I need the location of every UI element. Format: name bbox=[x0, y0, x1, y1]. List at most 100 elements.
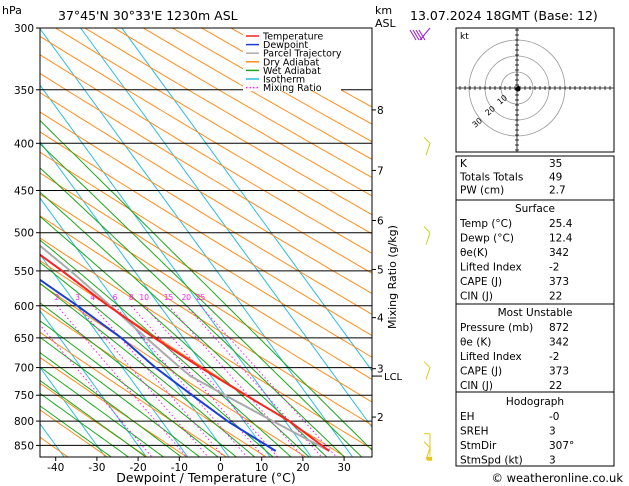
altitude-tick-label: 5 bbox=[377, 264, 384, 276]
mixing-ratio-line bbox=[40, 324, 153, 457]
mixing-ratio-line bbox=[77, 305, 209, 457]
wind-barb-line bbox=[418, 29, 426, 41]
surface-row-label: CIN (J) bbox=[460, 291, 493, 303]
pressure-tick-label: 800 bbox=[14, 416, 34, 428]
location-label: 37°45'N 30°33'E 1230m ASL bbox=[58, 8, 238, 23]
index-row-value: 2.7 bbox=[549, 185, 566, 197]
most-unstable-title: Most Unstable bbox=[498, 307, 573, 319]
dry-adiabat-line bbox=[40, 91, 372, 295]
hodograph-unit: kt bbox=[460, 32, 469, 42]
isotherm-line bbox=[80, 28, 372, 429]
wet-adiabat-line bbox=[40, 143, 363, 457]
mixing-ratio-labels: 1 2 3 4 6 8 10 15 20 25 bbox=[55, 293, 206, 302]
wind-barb-line bbox=[412, 29, 420, 41]
mixing-ratio-label: 15 bbox=[164, 293, 174, 302]
surface-row-value: 22 bbox=[549, 291, 562, 303]
legend-entry: Dry Adiabat bbox=[263, 57, 320, 68]
dry-adiabat-line bbox=[40, 356, 188, 457]
legend-entry: Mixing Ratio bbox=[263, 83, 322, 94]
altitude-tick-label: 2 bbox=[377, 412, 384, 424]
index-row-label: Totals Totals bbox=[459, 171, 523, 183]
surface-row-label: θe(K) bbox=[460, 247, 488, 259]
hodograph-row-label: SREH bbox=[460, 426, 489, 438]
dry-adiabat-line bbox=[40, 193, 372, 403]
wind-barbs bbox=[409, 27, 432, 461]
wet-adiabat-line bbox=[40, 215, 310, 457]
dry-adiabat-line bbox=[84, 28, 372, 197]
wet-adiabat-line bbox=[40, 352, 183, 457]
surface-row-label: Lifted Index bbox=[460, 262, 522, 274]
mixing-ratio-line bbox=[130, 305, 265, 457]
wet-adiabat-line bbox=[40, 392, 130, 457]
temperature-tick-label: -10 bbox=[171, 462, 188, 474]
wind-barb-line bbox=[425, 232, 431, 245]
dry-adiabat-line bbox=[40, 283, 307, 457]
most-unstable-row-label: CAPE (J) bbox=[460, 366, 502, 378]
dry-adiabat-line bbox=[142, 28, 372, 160]
wind-barb-line bbox=[419, 27, 431, 41]
wet-adiabat-line bbox=[40, 119, 372, 451]
wind-barb-marker bbox=[427, 456, 432, 461]
parcel-trajectory-line bbox=[40, 244, 330, 452]
indices-box bbox=[455, 155, 615, 201]
surface-title: Surface bbox=[515, 203, 555, 215]
dry-adiabat-line bbox=[40, 409, 108, 457]
most-unstable-row-value: 872 bbox=[549, 322, 569, 334]
hodograph-storm-motion bbox=[516, 85, 520, 89]
most-unstable-box bbox=[455, 303, 615, 393]
wet-adiabat-line bbox=[40, 336, 201, 457]
pressure-tick-label: 850 bbox=[14, 440, 34, 452]
most-unstable-row-label: CIN (J) bbox=[460, 380, 493, 392]
altitude-tick-label: 4 bbox=[377, 313, 384, 325]
mixing-ratio-axis-title: Mixing Ratio (g/kg) bbox=[386, 225, 399, 329]
temperature-tick-label: -20 bbox=[130, 462, 147, 474]
stability-tables: K 35 Totals Totals 49 PW (cm) 2.7 SurfaceTemp … bbox=[455, 155, 615, 467]
plot-frame bbox=[39, 27, 373, 458]
dry-adiabat-line bbox=[40, 35, 372, 235]
pressure-tick-label: 450 bbox=[14, 185, 34, 197]
surface-row-label: CAPE (J) bbox=[460, 276, 502, 288]
isotherm-line bbox=[40, 253, 189, 457]
mixing-ratio-line bbox=[56, 305, 187, 457]
dry-adiabat-line bbox=[40, 215, 372, 426]
hodograph-row-value: -0 bbox=[549, 411, 559, 423]
most-unstable-row-label: θe (K) bbox=[460, 337, 491, 349]
most-unstable-row-value: -2 bbox=[549, 351, 559, 363]
wet-adiabat-line bbox=[40, 379, 147, 457]
wet-adiabat-line bbox=[40, 366, 165, 457]
altitude-tick-label: 3 bbox=[377, 364, 384, 376]
unit-hpa: hPa bbox=[2, 4, 22, 17]
wind-barb-line bbox=[425, 143, 431, 156]
mixing-ratio-line bbox=[114, 305, 248, 457]
legend-entry: Wet Adiabat bbox=[263, 66, 321, 77]
dry-adiabat-line bbox=[40, 111, 372, 315]
pressure-tick-label: 350 bbox=[14, 85, 34, 97]
dry-adiabat-line bbox=[40, 151, 372, 358]
surface-row-label: Temp (°C) bbox=[459, 218, 512, 230]
pressure-tick-label: 750 bbox=[14, 390, 34, 402]
mixing-ratio-label: 20 bbox=[182, 293, 192, 302]
hodograph-row-value: 3 bbox=[549, 426, 556, 438]
isotherm-line bbox=[40, 366, 106, 457]
wind-barb-line bbox=[409, 29, 417, 41]
temperature-tick-label: 20 bbox=[296, 462, 309, 474]
dry-adiabat-line bbox=[40, 307, 267, 457]
dry-adiabat-line bbox=[113, 28, 372, 179]
dry-adiabat-line bbox=[40, 172, 372, 380]
altitude-tick-label: 6 bbox=[377, 216, 384, 228]
pressure-tick-label: 650 bbox=[14, 333, 34, 345]
wet-adiabat-line bbox=[40, 405, 113, 457]
hodograph-row-label: StmSpd (kt) bbox=[460, 455, 523, 467]
temperature-tick-label: -30 bbox=[88, 462, 105, 474]
dry-adiabat-line bbox=[172, 28, 372, 143]
most-unstable-row-label: Pressure (mb) bbox=[460, 322, 533, 334]
surface-box bbox=[455, 199, 615, 305]
unit-km: km bbox=[375, 4, 392, 17]
lcl-label: LCL bbox=[384, 372, 403, 383]
isotherm-line bbox=[40, 28, 353, 457]
surface-row-value: -2 bbox=[549, 262, 559, 274]
hodograph: kt 10 20 30 bbox=[455, 27, 615, 153]
mixing-ratio-label: 8 bbox=[129, 293, 134, 302]
mixing-ratio-lines bbox=[40, 305, 337, 457]
